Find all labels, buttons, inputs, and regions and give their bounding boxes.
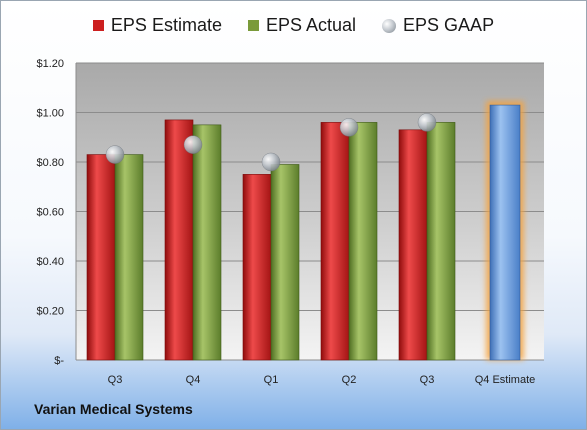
x-tick-label: Q3 [420,374,435,386]
legend-item-estimate: EPS Estimate [92,15,222,36]
x-tick-label: Q4 [186,374,201,386]
bar-eps-estimate [164,119,194,361]
chart-legend: EPS Estimate EPS Actual EPS GAAP [1,15,586,36]
y-tick-label: $1.20 [36,58,64,70]
x-tick-label: Q1 [264,374,279,386]
dot-eps-gaap [183,135,203,154]
y-tick-label: $1.00 [36,108,64,120]
legend-swatch-estimate [92,20,104,31]
bar-eps-actual [348,122,378,361]
legend-item-actual: EPS Actual [247,15,357,36]
dot-eps-gaap [339,118,359,137]
bar-eps-estimate [242,174,272,361]
company-name: Varian Medical Systems [34,401,193,417]
bar-eps-estimate [398,129,428,361]
y-tick-label: $0.80 [36,157,64,169]
bar-eps-actual [426,122,456,361]
x-tick-label: Q4 Estimate [475,374,536,386]
x-tick-label: Q2 [342,374,357,386]
y-tick-label: $0.20 [36,306,64,318]
dot-eps-gaap [105,145,125,164]
bar-eps-actual [114,154,144,361]
y-tick-label: $- [54,355,64,367]
legend-item-gaap: EPS GAAP [382,15,494,36]
legend-label-actual: EPS Actual [265,15,357,35]
legend-label-estimate: EPS Estimate [110,15,222,35]
bar-eps-forecast [489,104,521,361]
bar-eps-actual [192,124,222,361]
y-tick-label: $0.40 [36,256,64,268]
dot-eps-gaap [261,152,281,172]
x-tick-label: Q3 [108,374,123,386]
dot-eps-gaap [417,113,437,132]
legend-marker-gaap [382,18,397,33]
bar-eps-actual [270,164,300,361]
legend-label-gaap: EPS GAAP [403,15,495,35]
y-tick-label: $0.60 [36,207,64,219]
bar-eps-estimate [86,154,116,361]
bar-eps-estimate [320,122,350,361]
legend-swatch-actual [247,20,259,31]
